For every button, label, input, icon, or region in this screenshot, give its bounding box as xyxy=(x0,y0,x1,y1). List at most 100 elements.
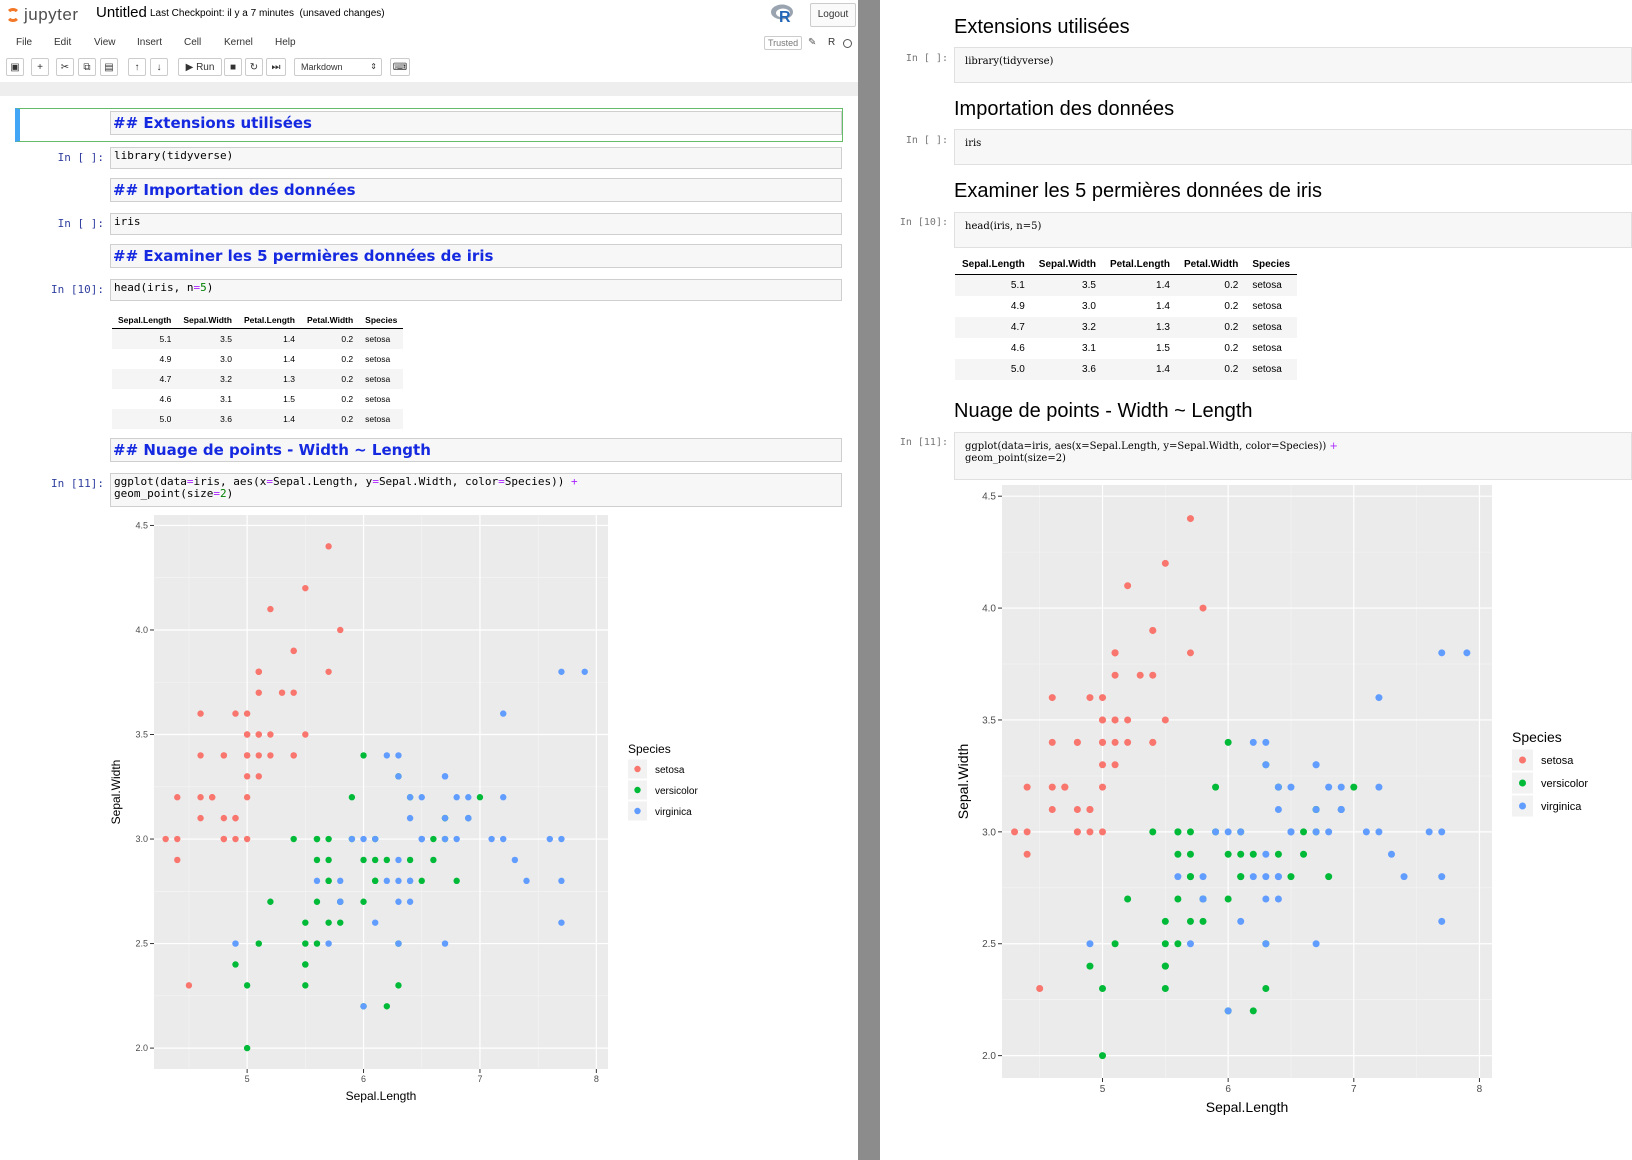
menu-cell[interactable]: Cell xyxy=(184,37,202,48)
data-point-virginica xyxy=(1262,850,1270,858)
insert-cell-button[interactable]: + xyxy=(31,58,49,76)
data-point-virginica xyxy=(1237,917,1245,925)
heading-extensions: Extensions utilisées xyxy=(954,16,1130,38)
code-cell-ggplot[interactable]: ggplot(data=iris, aes(x=Sepal.Length, y=… xyxy=(954,432,1632,480)
data-point-setosa xyxy=(1099,828,1107,836)
move-up-button[interactable]: ↑ xyxy=(128,58,146,76)
arrow-down-icon: ↓ xyxy=(156,62,162,73)
logout-button[interactable]: Logout xyxy=(810,3,856,27)
table-header-row: Sepal.Length Sepal.Width Petal.Length Petal… xyxy=(955,255,1298,275)
code-cell-ggplot[interactable]: ggplot(data=iris, aes(x=Sepal.Length, y=… xyxy=(110,473,842,507)
data-point-virginica xyxy=(1174,873,1182,881)
cell-type-select[interactable]: Markdown ⇕ xyxy=(294,58,382,76)
code-cell-iris[interactable]: iris xyxy=(954,129,1632,165)
interrupt-button[interactable]: ■ xyxy=(224,58,242,76)
data-point-setosa xyxy=(197,752,204,759)
table-row: 4.9 3.0 1.4 0.2 setosa xyxy=(955,296,1297,317)
jupyter-logo[interactable]: jupyter xyxy=(6,4,79,26)
data-point-versicolor xyxy=(302,982,309,989)
table-cell: setosa xyxy=(1252,301,1282,312)
table-cell: 3.6 xyxy=(1031,359,1103,380)
data-point-setosa xyxy=(1111,738,1119,746)
save-button[interactable]: ▣ xyxy=(6,58,24,76)
code-cell-library[interactable]: library(tidyverse) xyxy=(110,147,842,169)
data-point-virginica xyxy=(453,794,460,801)
cell-type-value: Markdown xyxy=(301,62,343,72)
markdown-cell-extensions[interactable]: ## Extensions utilisées xyxy=(110,111,842,135)
data-point-versicolor xyxy=(290,835,297,843)
data-point-virginica xyxy=(488,835,495,843)
column-header: Species xyxy=(1245,255,1298,275)
data-point-virginica xyxy=(558,835,565,843)
code-cell-head[interactable]: head(iris, n=5) xyxy=(110,279,842,301)
copy-button[interactable]: ⧉ xyxy=(78,58,96,76)
data-point-versicolor xyxy=(1161,917,1169,925)
fast-forward-icon: ⏭ xyxy=(271,62,281,73)
table-row: 4.6 3.1 1.5 0.2 setosa xyxy=(112,389,403,409)
notebook-title[interactable]: Untitled xyxy=(96,4,147,21)
trusted-badge[interactable]: Trusted xyxy=(764,36,803,50)
data-point-virginica xyxy=(325,940,332,947)
data-point-virginica xyxy=(337,877,344,885)
menu-kernel[interactable]: Kernel xyxy=(224,37,253,48)
scatter-plot-right: 5 6 7 8 2.0 2.5 3.0 3.5 4.0 4.5 Sepal.Length Sepal.… xyxy=(955,485,1588,1115)
code-cell-library[interactable]: library(tidyverse) xyxy=(954,47,1632,83)
data-point-versicolor xyxy=(1224,850,1232,858)
arrow-up-icon: ↑ xyxy=(134,62,140,73)
data-point-virginica xyxy=(1425,828,1433,836)
data-point-setosa xyxy=(1036,984,1044,992)
data-point-virginica xyxy=(465,794,472,801)
table-cell: 0.2 xyxy=(300,409,360,429)
markdown-cell-importation[interactable]: ## Importation des données xyxy=(110,178,842,202)
data-point-virginica xyxy=(395,752,402,759)
command-palette-button[interactable]: ⌨ xyxy=(390,58,410,76)
data-point-setosa xyxy=(1099,694,1107,702)
legend-marker-setosa xyxy=(1519,756,1526,764)
data-point-versicolor xyxy=(1174,940,1182,948)
run-all-button[interactable]: ⏭ xyxy=(266,58,286,76)
data-point-versicolor xyxy=(348,794,356,801)
menu-view[interactable]: View xyxy=(94,37,116,48)
restart-button[interactable]: ↻ xyxy=(245,58,263,76)
notebook-toolbar: ▣ + ✂ ⧉ ▤ ↑ ↓ ▶ Run ■ ↻ ⏭ Markdown ⇕ ⌨ xyxy=(0,58,858,80)
menu-insert[interactable]: Insert xyxy=(137,37,163,48)
code-cell-head[interactable]: head(iris, n=5) xyxy=(954,212,1632,248)
data-point-virginica xyxy=(1224,1007,1232,1015)
table-cell: setosa xyxy=(1245,359,1298,380)
table-cell: 0.2 xyxy=(1176,359,1246,380)
cell-prompt: In [ ]: xyxy=(905,53,948,64)
menu-help[interactable]: Help xyxy=(275,37,296,48)
table-cell: 3.6 xyxy=(177,409,238,429)
data-point-virginica xyxy=(1186,940,1194,948)
data-point-virginica xyxy=(1224,828,1232,836)
table-cell: setosa xyxy=(359,328,404,349)
code-cell-iris[interactable]: iris xyxy=(110,213,842,235)
menu-file[interactable]: File xyxy=(16,37,33,48)
data-point-virginica xyxy=(1325,828,1333,836)
data-point-setosa xyxy=(1111,671,1119,679)
run-button[interactable]: ▶ Run xyxy=(178,58,222,76)
data-point-virginica xyxy=(1312,828,1320,836)
data-point-setosa xyxy=(1136,671,1144,679)
table-cell: setosa xyxy=(365,354,391,364)
table-cell: setosa xyxy=(365,394,391,404)
data-point-versicolor xyxy=(232,961,239,968)
markdown-cell-nuage[interactable]: ## Nuage de points - Width ~ Length xyxy=(110,438,842,462)
move-down-button[interactable]: ↓ xyxy=(150,58,168,76)
cut-button[interactable]: ✂ xyxy=(56,58,74,76)
menu-edit[interactable]: Edit xyxy=(54,37,72,48)
data-point-versicolor xyxy=(395,982,402,989)
markdown-cell-examiner[interactable]: ## Examiner les 5 permières données de i… xyxy=(110,244,842,268)
y-tick-label: 4.5 xyxy=(982,492,996,503)
scatter-plot-left: 5 6 7 8 2.0 2.5 3.0 3.5 4.0 4.5 Sepal.Length Sepal.… xyxy=(110,515,698,1103)
notebook-header: jupyter Untitled Last Checkpoint: il y a… xyxy=(0,0,858,83)
heading-importation: Importation des données xyxy=(954,98,1175,120)
kernel-name: R xyxy=(828,37,836,48)
legend-label-virginica: virginica xyxy=(1541,801,1582,813)
data-point-versicolor xyxy=(1274,850,1282,858)
y-axis-title: Sepal.Width xyxy=(955,744,971,819)
data-point-setosa xyxy=(1023,828,1031,836)
data-point-versicolor xyxy=(418,877,425,885)
data-point-setosa xyxy=(1086,805,1094,813)
paste-button[interactable]: ▤ xyxy=(100,58,118,76)
